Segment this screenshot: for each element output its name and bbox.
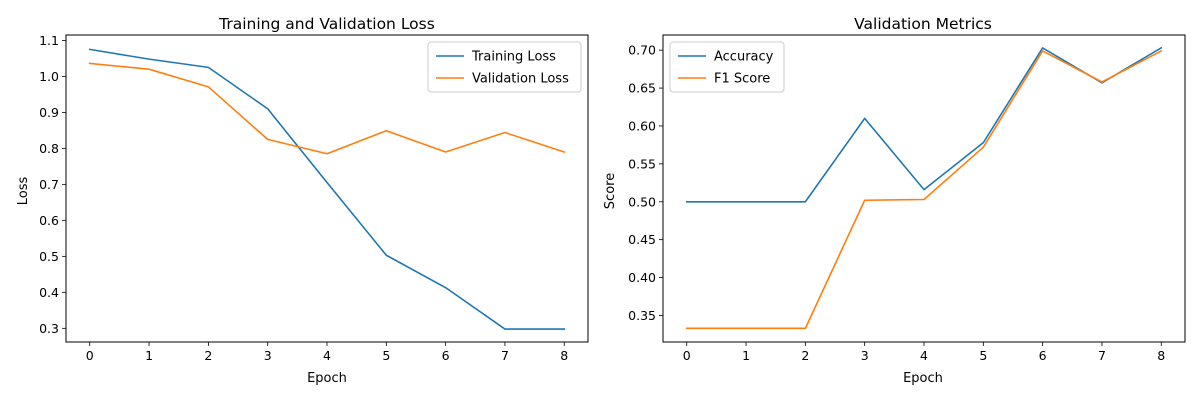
series-lines xyxy=(685,46,1163,330)
legend-box xyxy=(669,41,785,93)
y-axis-label: Loss xyxy=(16,177,31,206)
x-tick-label: 2 xyxy=(204,348,212,363)
y-axis-ticks: 0.35 0.40 0.45 0.50 0.55 0.60 0.65 0.70 xyxy=(628,43,663,323)
legend-label-f1-score: F1 Score xyxy=(714,72,770,87)
y-tick-label: 1.0 xyxy=(39,69,59,84)
metrics-chart-panel: Validation Metrics Epoch Score 0 1 2 3 4 5 6 7 8… xyxy=(603,15,1186,386)
y-tick-label: 0.3 xyxy=(39,321,59,336)
plot-frame xyxy=(662,34,1186,343)
x-tick-label: 4 xyxy=(323,348,331,363)
x-tick-label: 0 xyxy=(86,348,94,363)
x-tick-label: 1 xyxy=(145,348,153,363)
series-lines xyxy=(88,48,566,330)
y-tick-label: 0.40 xyxy=(628,270,656,285)
chart-title: Validation Metrics xyxy=(854,15,992,33)
y-tick-label: 0.6 xyxy=(39,213,59,228)
y-axis-ticks: 0.3 0.4 0.5 0.6 0.7 0.8 0.9 1.0 1.1 xyxy=(39,33,66,336)
x-tick-label: 1 xyxy=(742,348,750,363)
x-tick-label: 5 xyxy=(382,348,390,363)
x-tick-label: 5 xyxy=(979,348,987,363)
legend-box xyxy=(427,41,582,93)
legend: Accuracy F1 Score xyxy=(669,41,785,93)
y-tick-label: 0.8 xyxy=(39,141,59,156)
x-axis-ticks: 0 1 2 3 4 5 6 7 8 xyxy=(86,342,568,363)
x-tick-label: 8 xyxy=(560,348,568,363)
loss-chart-panel: Training and Validation Loss Epoch Loss … xyxy=(16,15,589,386)
chart-title: Training and Validation Loss xyxy=(218,15,435,33)
x-tick-label: 8 xyxy=(1157,348,1165,363)
legend-label-training-loss: Training Loss xyxy=(471,50,556,65)
x-axis-label: Epoch xyxy=(307,371,347,386)
series-line-validation-loss xyxy=(88,62,566,155)
x-tick-label: 6 xyxy=(442,348,450,363)
x-axis-label: Epoch xyxy=(903,371,943,386)
y-tick-label: 0.45 xyxy=(628,232,656,247)
x-tick-label: 6 xyxy=(1039,348,1047,363)
x-tick-label: 7 xyxy=(1098,348,1106,363)
series-line-training-loss xyxy=(88,48,566,330)
legend-label-validation-loss: Validation Loss xyxy=(472,72,569,87)
y-tick-label: 0.65 xyxy=(628,81,656,96)
x-tick-label: 3 xyxy=(264,348,272,363)
y-tick-label: 0.4 xyxy=(39,285,59,300)
x-tick-label: 0 xyxy=(683,348,691,363)
x-axis-ticks: 0 1 2 3 4 5 6 7 8 xyxy=(683,342,1165,363)
y-tick-label: 0.5 xyxy=(39,249,59,264)
series-line-f1-score xyxy=(685,49,1163,330)
plot-frame xyxy=(65,34,589,343)
x-tick-label: 3 xyxy=(861,348,869,363)
y-tick-label: 0.50 xyxy=(628,194,656,209)
legend-label-accuracy: Accuracy xyxy=(714,50,774,65)
y-tick-label: 0.60 xyxy=(628,118,656,133)
y-tick-label: 0.55 xyxy=(628,156,656,171)
y-tick-label: 0.35 xyxy=(628,308,656,323)
x-tick-label: 2 xyxy=(801,348,809,363)
y-tick-label: 0.70 xyxy=(628,43,656,58)
x-tick-label: 4 xyxy=(920,348,928,363)
y-tick-label: 0.9 xyxy=(39,105,59,120)
y-tick-label: 1.1 xyxy=(39,33,59,48)
y-axis-label: Score xyxy=(603,173,618,209)
legend: Training Loss Validation Loss xyxy=(427,41,582,93)
y-tick-label: 0.7 xyxy=(39,177,59,192)
x-tick-label: 7 xyxy=(501,348,509,363)
